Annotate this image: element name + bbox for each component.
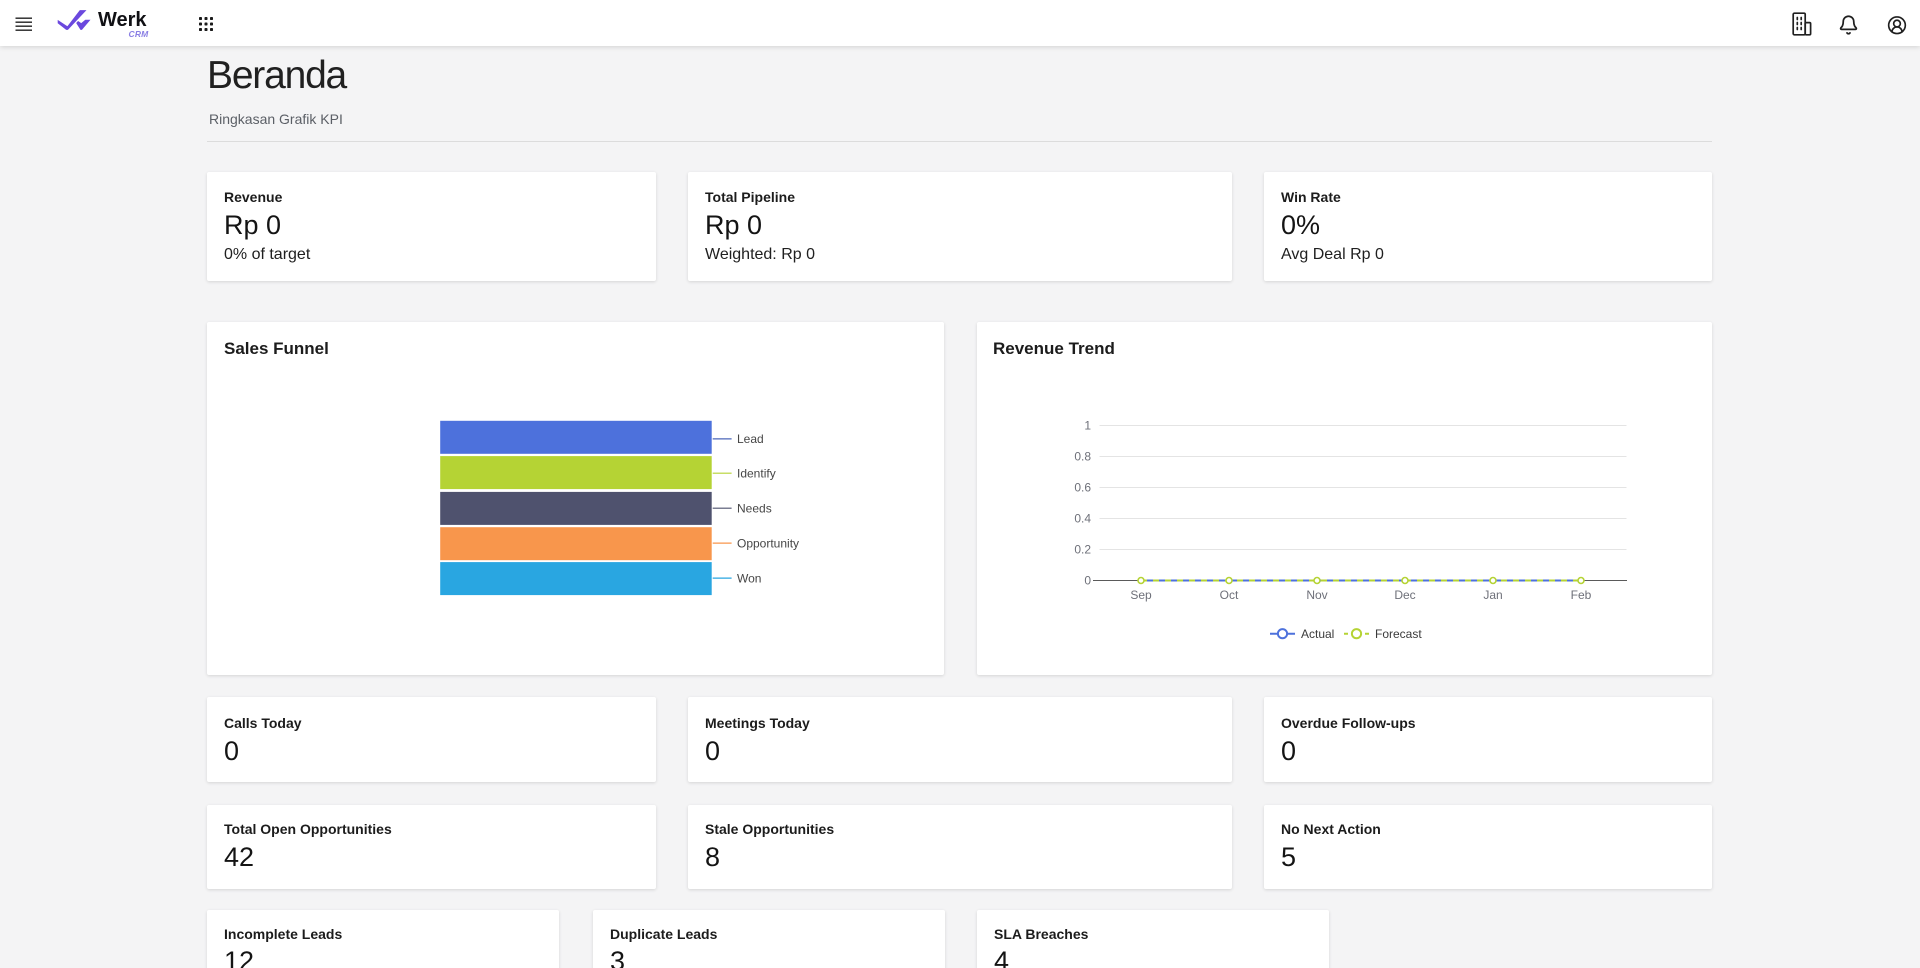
svg-text:Opportunity: Opportunity xyxy=(737,537,799,551)
svg-text:Nov: Nov xyxy=(1306,588,1327,602)
svg-text:Feb: Feb xyxy=(1571,588,1592,602)
svg-text:1: 1 xyxy=(1084,419,1091,433)
svg-text:Forecast: Forecast xyxy=(1375,627,1422,641)
svg-text:0: 0 xyxy=(1084,574,1091,588)
svg-text:Actual: Actual xyxy=(1301,627,1334,641)
svg-text:Sep: Sep xyxy=(1130,588,1152,602)
svg-text:0.4: 0.4 xyxy=(1074,512,1091,526)
svg-text:Lead: Lead xyxy=(737,432,764,446)
svg-text:Dec: Dec xyxy=(1394,588,1415,602)
svg-text:Oct: Oct xyxy=(1220,588,1239,602)
svg-text:Needs: Needs xyxy=(737,502,772,516)
svg-text:0.6: 0.6 xyxy=(1074,481,1091,495)
svg-text:Jan: Jan xyxy=(1483,588,1502,602)
svg-text:0.2: 0.2 xyxy=(1074,543,1091,557)
svg-text:Identify: Identify xyxy=(737,467,776,481)
svg-text:0.8: 0.8 xyxy=(1074,450,1091,464)
svg-text:Won: Won xyxy=(737,572,761,586)
